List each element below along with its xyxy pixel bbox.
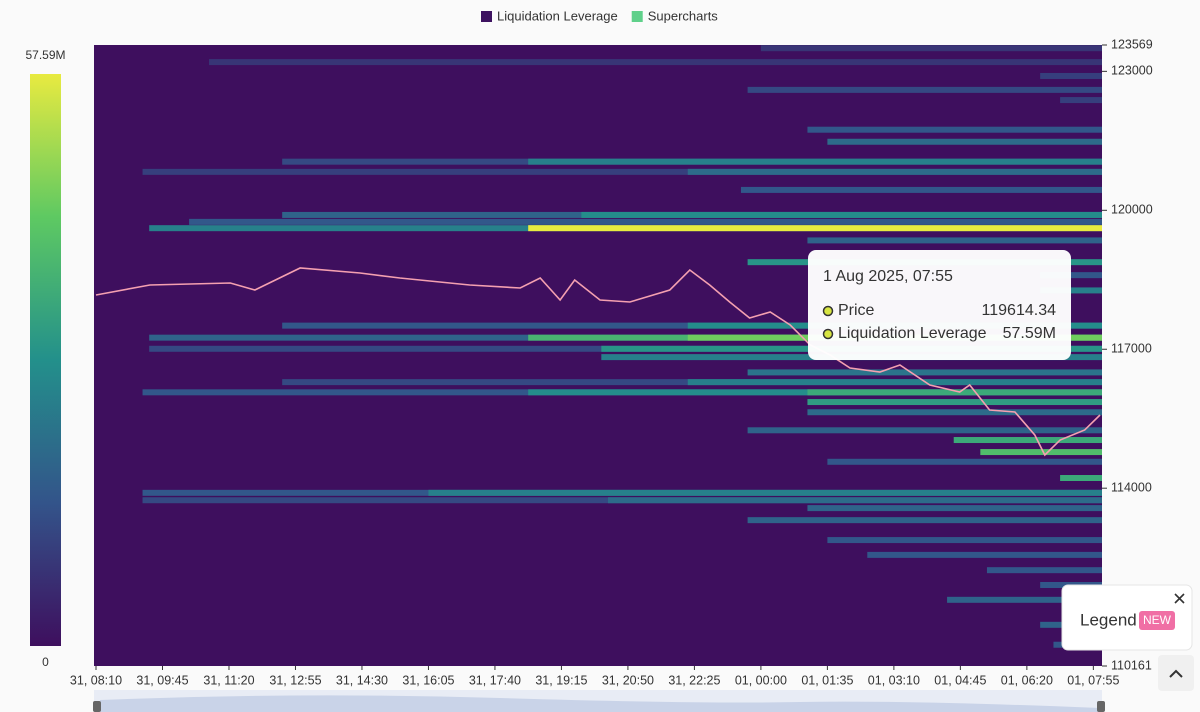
liquidation-band	[867, 551, 1102, 558]
liquidation-band	[1060, 97, 1102, 104]
colorbar	[30, 74, 61, 646]
liquidation-band	[807, 126, 1102, 133]
liquidation-band	[209, 59, 1102, 66]
liquidation-band	[428, 489, 1102, 496]
liquidation-band	[142, 168, 1102, 175]
y-tick-label: 110161	[1111, 658, 1152, 672]
x-tick-label: 31, 11:20	[203, 673, 254, 687]
y-tick-label: 114000	[1111, 480, 1152, 494]
liquidation-band	[827, 537, 1102, 544]
liquidation-band	[807, 237, 1102, 244]
liquidation-band	[1040, 72, 1102, 79]
price-line	[95, 267, 1101, 457]
liquidation-band	[528, 225, 1102, 232]
axes: 110161 114000 117000 120000 123000 123569 31, …	[25, 37, 1152, 687]
tooltip: 1 Aug 2025, 07:55 Price 119614.34 Liquidati…	[808, 250, 1071, 360]
liquidation-band	[687, 379, 1102, 386]
liquidation-band	[607, 497, 1102, 504]
tooltip-value: 119614.34	[982, 302, 1057, 319]
colorbar-tick-label: 57.59M	[25, 48, 65, 62]
x-tick-label: 01, 06:20	[1001, 673, 1053, 687]
legend: Liquidation Leverage Supercharts	[481, 8, 718, 23]
liquidation-band	[986, 567, 1102, 574]
x-tick-label: 31, 17:40	[469, 673, 521, 687]
x-tick-label: 31, 09:45	[136, 673, 188, 687]
liquidation-band	[760, 45, 1102, 52]
badge: NEW	[1143, 613, 1172, 627]
liquidation-band	[953, 437, 1102, 444]
liquidation-band	[807, 505, 1102, 512]
badge-bg	[1139, 611, 1175, 630]
legend-label: Supercharts	[648, 8, 719, 23]
y-tick-label: 123000	[1111, 64, 1153, 78]
liquidation-band	[807, 409, 1102, 416]
liquidation-band	[747, 369, 1102, 376]
liquidation-band	[687, 168, 1102, 175]
liquidation-band	[827, 458, 1102, 465]
liquidation-band	[1060, 475, 1102, 482]
x-tick-label: 31, 20:50	[602, 673, 654, 687]
x-tick-label: 31, 19:15	[535, 673, 587, 687]
x-tick-label: 01, 00:00	[735, 673, 787, 687]
legend-swatch	[631, 11, 643, 22]
liquidation-band	[747, 427, 1102, 434]
legend-popup[interactable]: Legend NEW	[1061, 584, 1193, 651]
y-tick-label: 123569	[1111, 37, 1153, 51]
legend-label: Liquidation Leverage	[497, 8, 618, 23]
x-tick-label: 31, 12:55	[269, 673, 321, 687]
scroll-top-button[interactable]	[1158, 655, 1194, 691]
liquidation-band	[747, 86, 1102, 93]
tooltip-marker	[822, 305, 834, 317]
liquidation-band	[1040, 287, 1102, 294]
tooltip-label: Liquidation Leverage	[838, 325, 987, 342]
close-icon[interactable]	[1174, 593, 1185, 604]
y-tick-label: 117000	[1111, 342, 1152, 356]
navigator	[93, 690, 1105, 712]
tooltip-marker	[822, 328, 834, 340]
liquidation-band	[807, 389, 1102, 396]
liquidation-band	[189, 218, 1102, 225]
tooltip-value: 57.59M	[1003, 325, 1056, 342]
x-tick-label: 01, 04:45	[934, 673, 986, 687]
colorbar-tick-label: 0	[42, 655, 49, 669]
liquidation-band	[947, 596, 1102, 603]
liquidation-band	[827, 138, 1102, 145]
liquidation-band	[747, 517, 1102, 524]
x-tick-label: 31, 08:10	[70, 673, 122, 687]
liquidation-band	[581, 211, 1102, 218]
liquidation-band	[807, 399, 1102, 406]
x-tick-label: 31, 22:25	[668, 673, 720, 687]
tooltip-title: 1 Aug 2025, 07:55	[823, 268, 953, 285]
liquidation-band	[740, 186, 1102, 193]
tooltip-label: Price	[838, 302, 875, 319]
liquidation-band	[980, 449, 1102, 456]
x-tick-label: 31, 16:05	[402, 673, 454, 687]
x-tick-label: 01, 03:10	[868, 673, 920, 687]
liquidation-band	[1040, 272, 1102, 279]
x-tick-label: 31, 14:30	[336, 673, 388, 687]
x-tick-label: 01, 01:35	[801, 673, 853, 687]
x-tick-label: 01, 07:55	[1067, 673, 1119, 687]
liquidation-band	[528, 158, 1102, 165]
y-tick-label: 120000	[1111, 203, 1153, 217]
legend-swatch	[481, 11, 492, 22]
popup-title: Legend	[1080, 610, 1137, 629]
